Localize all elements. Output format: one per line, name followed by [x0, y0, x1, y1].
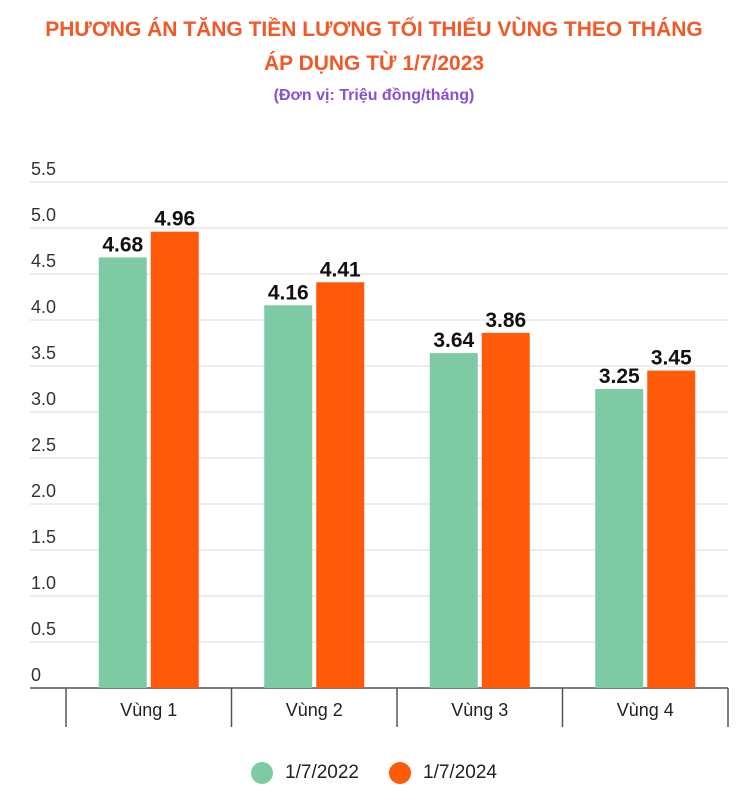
data-label: 4.16 [268, 281, 309, 304]
data-label: 4.96 [154, 208, 195, 231]
y-tick-label: 2.0 [31, 481, 56, 501]
bar-chart: 0 0.5 1.0 1.5 2.0 2.5 3.0 3.5 4.0 4.5 5.0 5.5 Vùng 1… [30, 159, 729, 727]
y-tick-label: 5.0 [31, 205, 56, 225]
x-tick-label: Vùng 1 [120, 700, 177, 720]
chart-title-line2: ÁP DỤNG TỪ 1/7/2023 [263, 52, 485, 75]
legend-swatch-series-1 [251, 762, 274, 784]
data-label: 4.41 [320, 258, 361, 281]
chart-title: PHƯƠNG ÁN TĂNG TIỀN LƯƠNG TỐI THIỂU VÙNG… [45, 18, 703, 41]
bar [481, 332, 530, 688]
data-label: 4.68 [102, 233, 143, 256]
chart-legend: 1/7/2022 1/7/2024 [0, 762, 748, 784]
bar [264, 305, 313, 688]
y-tick-label: 2.5 [31, 435, 56, 455]
legend-item-series-2[interactable]: 1/7/2024 [389, 762, 497, 784]
y-tick-label: 0 [31, 665, 41, 685]
y-tick-label: 3.0 [31, 389, 56, 409]
bar [98, 257, 147, 688]
y-tick-label: 5.5 [31, 159, 56, 179]
x-tick-label: Vùng 3 [451, 700, 508, 720]
bar [595, 389, 644, 688]
x-tick-label: Vùng 4 [617, 700, 674, 720]
x-tick-label: Vùng 2 [286, 700, 343, 720]
legend-label-series-2: 1/7/2024 [423, 762, 497, 783]
bar [429, 353, 478, 688]
legend-swatch-series-2 [389, 762, 411, 784]
data-label: 3.45 [651, 347, 692, 370]
y-tick-label: 1.5 [31, 527, 56, 547]
y-tick-label: 3.5 [31, 343, 56, 363]
bar [316, 282, 365, 688]
y-tick-label: 1.0 [31, 573, 56, 593]
data-label: 3.25 [599, 365, 640, 388]
legend-item-series-1[interactable]: 1/7/2022 [251, 762, 359, 784]
bar [150, 231, 199, 688]
legend-label-series-1: 1/7/2022 [285, 762, 359, 783]
bar [647, 370, 696, 688]
y-tick-label: 4.5 [31, 251, 56, 271]
chart-subtitle: (Đơn vị: Triệu đồng/tháng) [273, 87, 475, 104]
y-tick-label: 4.0 [31, 297, 56, 317]
y-tick-label: 0.5 [31, 619, 56, 639]
data-label: 3.64 [433, 329, 474, 352]
data-label: 3.86 [485, 309, 526, 332]
